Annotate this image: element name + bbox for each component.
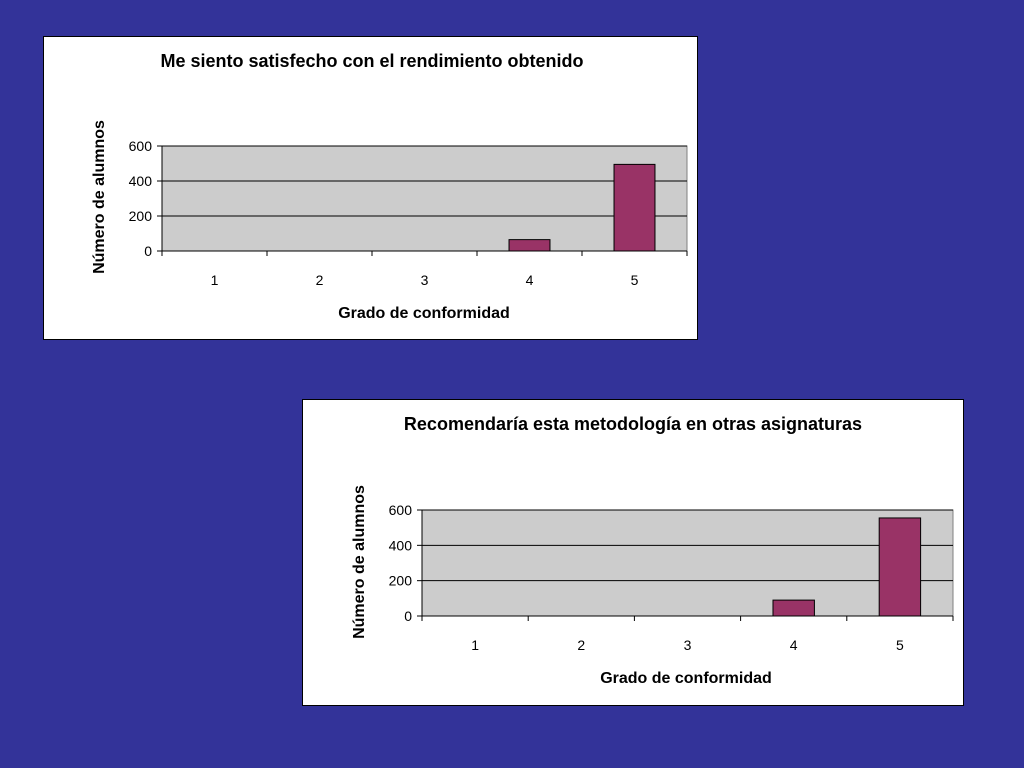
- y-tick-label: 600: [389, 502, 413, 518]
- plot-area: 0 200 400 600 1 2 3 4 5: [389, 502, 954, 653]
- chart-recomendacion: Recomendaría esta metodología en otras a…: [302, 399, 964, 706]
- chart-svg: Me siento satisfecho con el rendimiento …: [91, 51, 688, 322]
- plot-background: [161, 145, 688, 252]
- y-tick-label: 200: [389, 573, 413, 589]
- bar-5: [878, 517, 922, 617]
- bar-4: [772, 599, 815, 617]
- x-axis-label: Grado de conformidad: [600, 670, 772, 687]
- y-tick-label: 0: [404, 608, 412, 624]
- y-tick-label: 0: [144, 243, 152, 259]
- x-tick-label: 2: [577, 637, 585, 653]
- chart-title: Recomendaría esta metodología en otras a…: [404, 414, 862, 434]
- x-tick-label: 3: [684, 637, 692, 653]
- x-tick-label: 3: [421, 272, 429, 288]
- x-tick-label: 4: [790, 637, 798, 653]
- y-tick-label: 600: [129, 138, 153, 154]
- y-tick-label: 400: [389, 537, 413, 553]
- x-tick-label: 5: [631, 272, 639, 288]
- y-axis-label: Número de alumnos: [91, 120, 108, 274]
- x-tick-label: 4: [526, 272, 534, 288]
- x-tick-label: 5: [896, 637, 904, 653]
- x-tick-label: 1: [211, 272, 219, 288]
- plot-background: [421, 509, 954, 617]
- y-tick-label: 400: [129, 173, 153, 189]
- bar-4: [508, 239, 551, 252]
- chart-svg: Recomendaría esta metodología en otras a…: [351, 414, 954, 687]
- bar-5: [613, 163, 656, 252]
- y-tick-label: 200: [129, 208, 153, 224]
- plot-area: 0 200 400 600 1 2 3 4 5: [129, 138, 688, 288]
- chart-satisfaccion: Me siento satisfecho con el rendimiento …: [43, 36, 698, 340]
- x-axis-label: Grado de conformidad: [338, 305, 510, 322]
- y-axis-label: Número de alumnos: [351, 485, 368, 639]
- chart-title: Me siento satisfecho con el rendimiento …: [160, 51, 583, 71]
- x-tick-label: 2: [316, 272, 324, 288]
- x-tick-label: 1: [471, 637, 479, 653]
